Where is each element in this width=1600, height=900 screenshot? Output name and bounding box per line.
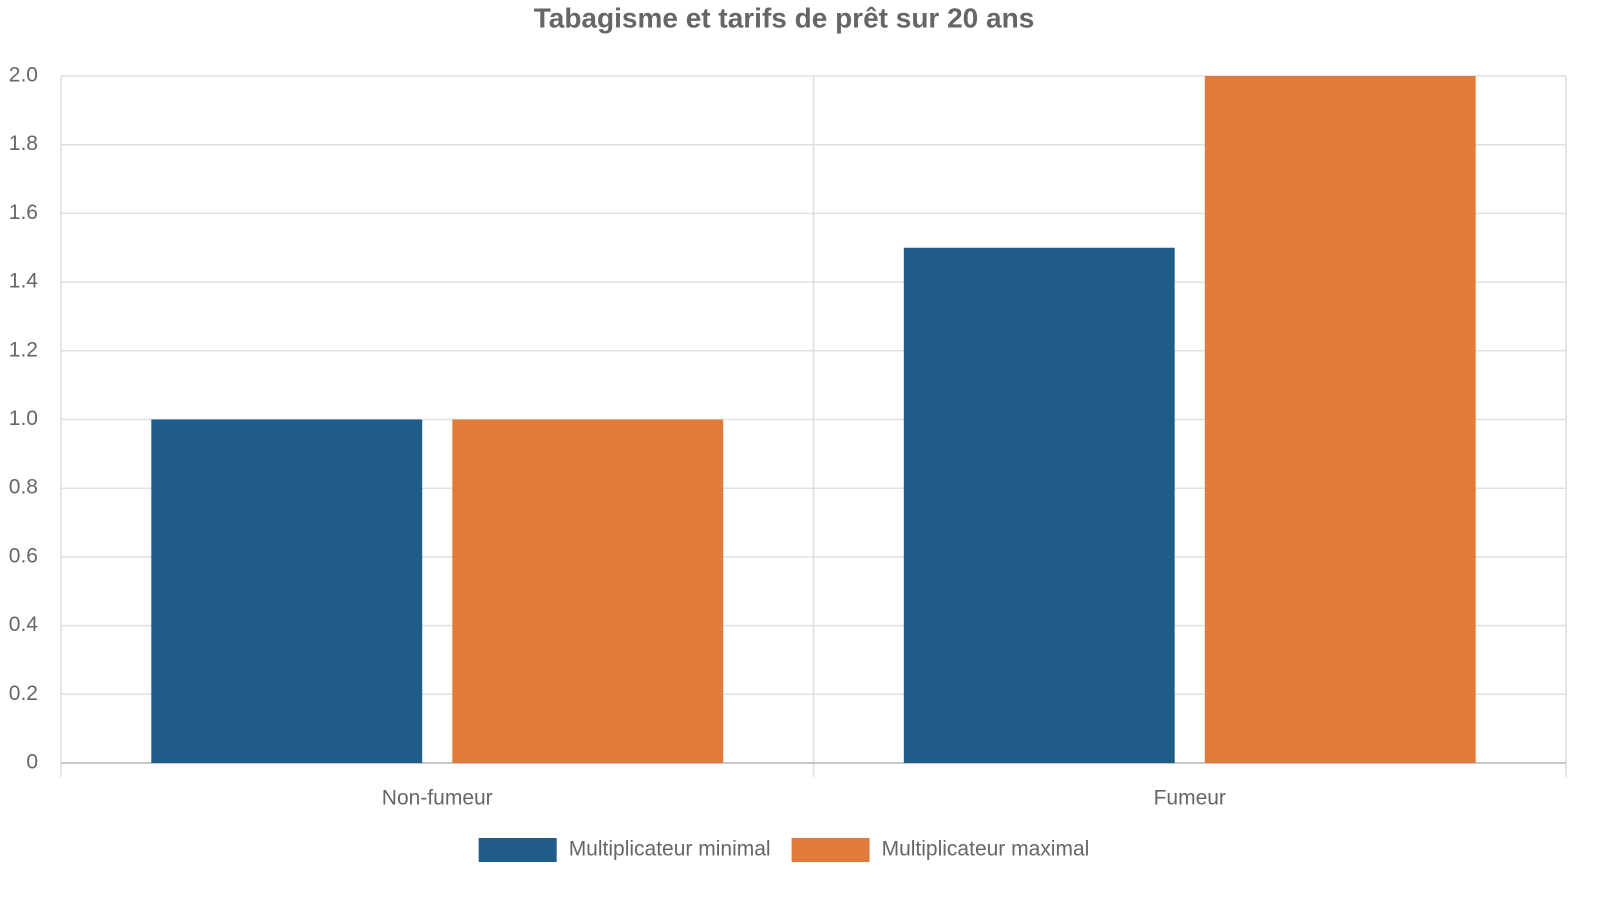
- legend-label: Multiplicateur minimal: [569, 838, 771, 861]
- bar: [151, 419, 423, 763]
- y-tick-label: 1.0: [9, 407, 38, 430]
- y-tick-label: 0.8: [9, 476, 38, 499]
- bar: [452, 419, 724, 763]
- bar: [1204, 76, 1476, 763]
- y-tick-label: 0.6: [9, 544, 38, 567]
- x-tick-label: Non-fumeur: [382, 787, 493, 810]
- y-tick-label: 1.2: [9, 338, 38, 361]
- x-tick-label: Fumeur: [1154, 787, 1226, 810]
- legend-swatch: [791, 838, 870, 862]
- bar: [903, 247, 1175, 763]
- y-tick-label: 1.8: [9, 132, 38, 155]
- y-tick-label: 0.4: [9, 613, 39, 636]
- y-tick-label: 0: [26, 751, 38, 774]
- y-tick-label: 1.4: [9, 270, 39, 293]
- legend-label: Multiplicateur maximal: [882, 838, 1090, 861]
- chart-title: Tabagisme et tarifs de prêt sur 20 ans: [534, 2, 1035, 33]
- y-tick-label: 2.0: [9, 64, 38, 87]
- y-tick-label: 0.2: [9, 682, 38, 705]
- legend-swatch: [478, 838, 557, 862]
- y-tick-label: 1.6: [9, 201, 38, 224]
